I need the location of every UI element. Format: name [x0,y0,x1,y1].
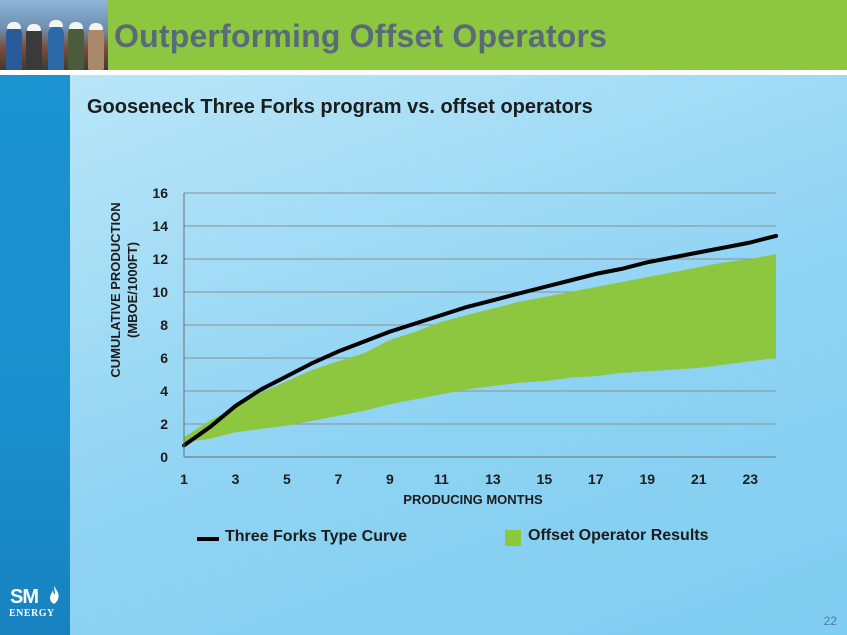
worker-figure [26,26,42,70]
flame-icon [50,586,59,604]
hard-hat-icon [49,20,63,27]
y-axis-label-line1: CUMULATIVE PRODUCTION [108,202,123,377]
y-axis-label-line2: (MBOE/1000FT) [125,242,140,338]
y-tick-label: 2 [160,416,168,432]
y-tick-label: 12 [152,251,168,267]
y-tick-label: 6 [160,350,168,366]
hard-hat-icon [7,22,21,29]
y-tick-label: 16 [152,185,168,201]
legend-band-swatch [505,530,521,546]
x-tick-label: 3 [232,471,240,487]
logo-text: SM [10,586,39,608]
legend-type-curve: Three Forks Type Curve [225,528,407,545]
y-tick-label: 14 [152,218,168,234]
x-tick-labels: 1 3 5 7 9 11 13 15 17 19 21 23 [180,471,758,487]
y-tick-labels: 0 2 4 6 8 10 12 14 16 [152,185,168,465]
page-title: Outperforming Offset Operators [114,18,608,54]
x-tick-label: 13 [485,471,501,487]
y-tick-label: 0 [160,449,168,465]
x-tick-label: 17 [588,471,604,487]
y-tick-label: 8 [160,317,168,333]
left-band [0,75,70,635]
offset-operator-band [184,254,776,443]
x-tick-label: 15 [537,471,553,487]
y-tick-label: 4 [160,383,168,399]
x-tick-label: 21 [691,471,707,487]
worker-figure [48,26,64,70]
worker-figure [68,26,84,70]
hard-hat-icon [89,23,103,30]
type-curve-line [182,233,778,448]
x-axis-label: PRODUCING MONTHS [403,492,543,507]
legend-line-swatch [197,537,219,541]
company-logo: SM ENERGY [8,586,68,622]
header-photo [0,0,108,70]
y-tick-label: 10 [152,284,168,300]
page-number: 22 [823,614,837,628]
title-bar [108,0,847,70]
x-tick-label: 5 [283,471,291,487]
logo-subtext: ENERGY [9,608,55,619]
header-divider [0,70,847,75]
slide-subtitle: Gooseneck Three Forks program vs. offset… [87,96,593,118]
hard-hat-icon [69,22,83,29]
x-tick-label: 9 [386,471,394,487]
legend-offset-results: Offset Operator Results [528,527,709,544]
x-tick-label: 19 [640,471,656,487]
x-tick-label: 1 [180,471,188,487]
x-tick-label: 23 [742,471,758,487]
hard-hat-icon [27,24,41,31]
worker-figure [6,26,22,70]
x-tick-label: 7 [335,471,343,487]
worker-figure [88,26,104,70]
x-tick-label: 11 [434,471,449,487]
